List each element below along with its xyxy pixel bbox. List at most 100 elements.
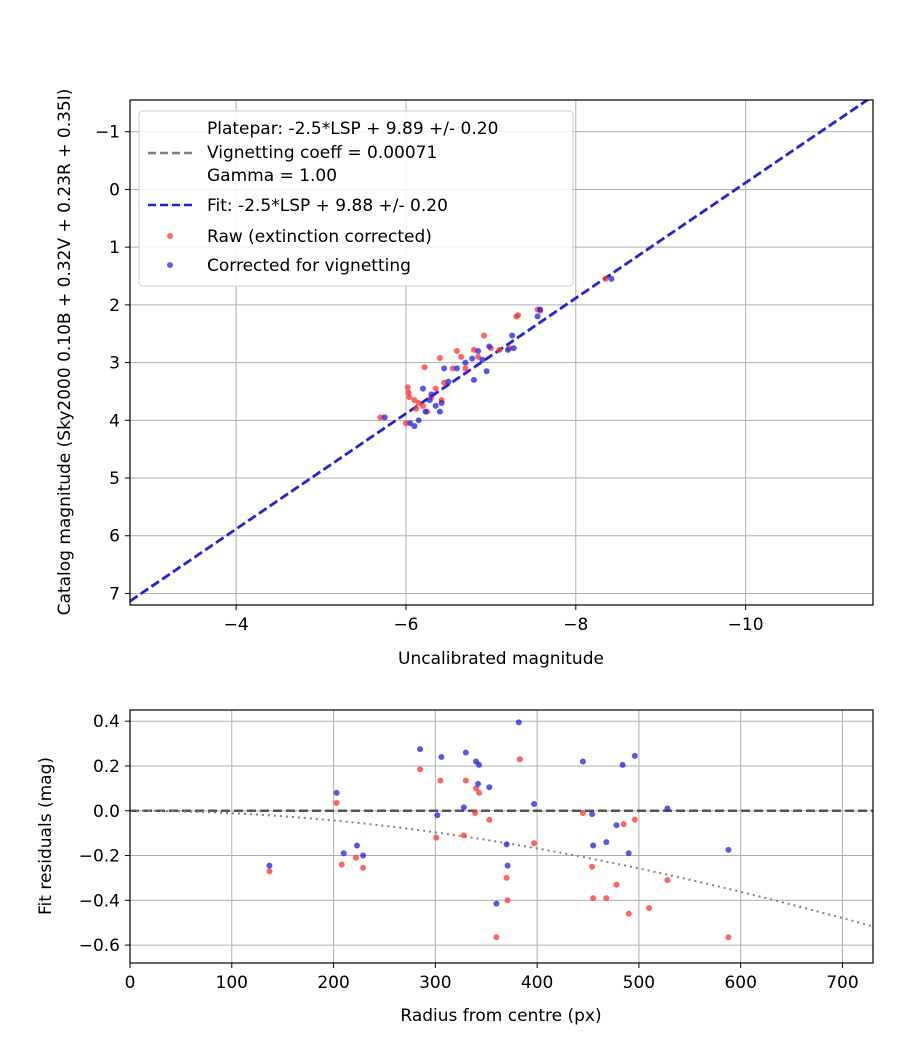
top-raw-point	[515, 312, 522, 319]
top-corrected-point	[445, 378, 452, 385]
top-corrected-point	[479, 356, 486, 363]
legend: Platepar: -2.5*LSP + 9.89 +/- 0.20 Vigne…	[138, 110, 574, 287]
top-corrected-point	[534, 313, 541, 320]
bottom-raw-point	[472, 809, 479, 816]
bottom-corrected-point	[579, 758, 586, 765]
legend-platepar-text: Platepar: -2.5*LSP + 9.89 +/- 0.20	[207, 119, 498, 139]
bottom-corrected-point	[493, 900, 500, 907]
bottom-corrected-point	[353, 842, 360, 849]
residuals-plot: 0 100 200 300 400 500 600 700 0.4 0.2 0.0 −0.2 −0.4 −…	[36, 709, 874, 1026]
top-raw-point	[415, 400, 422, 406]
top-corrected-point	[428, 391, 435, 398]
bottom-corrected-point	[486, 784, 493, 791]
bottom-y-tick-label: 0.2	[93, 757, 120, 777]
top-raw-point	[402, 420, 409, 427]
bottom-corrected-point	[434, 812, 441, 819]
bottom-raw-point	[625, 910, 632, 917]
top-raw-point	[462, 365, 469, 372]
top-raw-point	[453, 348, 460, 355]
bottom-raw-point	[664, 877, 671, 884]
top-raw-point	[406, 394, 413, 401]
bottom-corrected-point	[589, 811, 596, 818]
legend-vignetting-text: Vignetting coeff = 0.00071	[207, 143, 437, 163]
top-plot-area	[130, 100, 871, 603]
top-corrected-point	[436, 408, 443, 415]
top-corrected-point	[483, 368, 490, 375]
bottom-raw-point	[352, 854, 359, 861]
bottom-corrected-point	[475, 780, 482, 787]
bottom-x-tick-label: 400	[521, 973, 553, 993]
bottom-y-axis-label: Fit residuals (mag)	[36, 757, 56, 915]
bottom-raw-point	[462, 777, 469, 784]
legend-box	[138, 110, 574, 287]
top-raw-point	[413, 405, 420, 412]
bottom-raw-point	[590, 895, 597, 902]
bottom-raw-point	[646, 905, 653, 912]
top-corrected-point	[441, 365, 448, 372]
bottom-vignetting-curve	[130, 809, 873, 928]
bottom-raw-point	[417, 766, 424, 773]
bottom-raw-point	[338, 861, 345, 868]
top-corrected-point	[462, 359, 469, 366]
bottom-raw-point	[613, 881, 620, 888]
bottom-corrected-point	[613, 822, 620, 829]
bottom-raw-point	[531, 840, 538, 847]
legend-corrected-text: Corrected for vignetting	[207, 256, 411, 276]
top-raw-point	[432, 385, 439, 392]
bottom-y-tick-label: −0.2	[79, 847, 120, 867]
bottom-corrected-point	[438, 754, 445, 761]
bottom-y-tick-label: −0.4	[79, 891, 120, 911]
legend-raw-text: Raw (extinction corrected)	[207, 227, 432, 247]
bottom-axes-frame	[129, 709, 874, 964]
top-y-tick-label: 5	[109, 469, 120, 489]
top-y-tick-label: 4	[109, 411, 120, 431]
top-x-axis-label: Uncalibrated magnitude	[398, 649, 604, 669]
top-corrected-point	[453, 365, 460, 372]
bottom-corrected-point	[631, 752, 638, 759]
bottom-x-axis-label: Radius from centre (px)	[400, 1006, 601, 1026]
bottom-corrected-point	[504, 862, 511, 869]
bottom-raw-point	[725, 934, 732, 941]
top-y-tick-label: 7	[109, 584, 120, 604]
bottom-raw-point	[503, 874, 510, 881]
top-corrected-point	[509, 332, 516, 339]
top-corrected-point	[426, 397, 433, 404]
top-corrected-point	[537, 306, 544, 313]
top-corrected-point	[510, 345, 517, 352]
top-corrected-point	[381, 414, 388, 421]
bottom-corrected-point	[460, 804, 467, 811]
bottom-raw-point	[360, 864, 367, 871]
top-x-tick-label: −8	[563, 615, 588, 635]
bottom-raw-point	[579, 809, 586, 816]
top-raw-point	[436, 354, 443, 361]
top-corrected-point	[608, 275, 615, 282]
bottom-raw-point	[333, 799, 340, 806]
top-corrected-point	[415, 417, 422, 424]
top-y-tick-label: −1	[95, 123, 120, 143]
bottom-corrected-point	[625, 850, 632, 857]
top-y-tick-label: 6	[109, 527, 120, 547]
bottom-raw-point	[516, 756, 523, 763]
top-raw-point	[458, 353, 465, 360]
top-raw-point	[475, 353, 482, 360]
bottom-corrected-point	[725, 846, 732, 853]
bottom-x-tick-label: 100	[216, 973, 248, 993]
top-corrected-point	[470, 376, 477, 383]
bottom-x-tick-label: 0	[125, 973, 136, 993]
top-raw-point	[481, 332, 488, 339]
bottom-x-tick-label: 700	[826, 973, 858, 993]
bottom-corrected-point	[603, 839, 610, 846]
bottom-plot-area	[130, 719, 873, 941]
bottom-raw-point	[266, 868, 273, 875]
bottom-y-tick-label: 0.4	[93, 712, 120, 732]
bottom-corrected-point	[531, 801, 538, 808]
top-corrected-point	[486, 343, 493, 350]
top-raw-point	[419, 402, 426, 409]
top-raw-point	[449, 365, 456, 372]
top-y-tick-label: 0	[109, 180, 120, 200]
legend-gamma-text: Gamma = 1.00	[207, 166, 337, 186]
bottom-corrected-point	[515, 719, 522, 726]
bottom-corrected-point	[417, 746, 424, 753]
bottom-raw-point	[603, 895, 610, 902]
